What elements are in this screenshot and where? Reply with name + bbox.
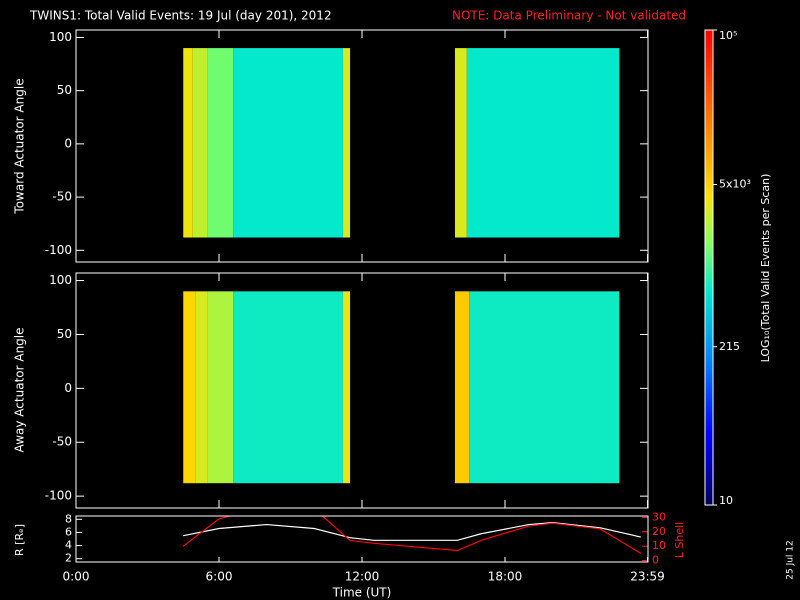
colorbar-tick-label: 10 <box>719 494 733 507</box>
colorbar <box>704 29 714 506</box>
colorbar-label: LOG₁₀(Total Valid Events per Scan) <box>759 174 772 363</box>
heat-cell <box>207 291 234 484</box>
y-tick-label: 0 <box>64 136 72 150</box>
colorbar-tick-label: 215 <box>719 340 740 353</box>
heat-cell <box>233 48 343 238</box>
x-tick-label: 12:00 <box>345 570 380 584</box>
y-tick-label: 0 <box>64 381 72 395</box>
y-tick-label: 100 <box>49 273 72 287</box>
axes-frame <box>75 515 649 563</box>
heat-cell <box>469 291 620 484</box>
y-tick-label: -100 <box>45 243 72 257</box>
heat-cell <box>342 48 351 238</box>
y2-tick-label: 0 <box>652 554 659 567</box>
heat-cell <box>342 291 351 484</box>
x-tick-label: 0:00 <box>63 570 90 584</box>
y-tick-label: 2 <box>65 552 72 565</box>
note: NOTE: Data Preliminary - Not validated <box>452 9 686 23</box>
y-tick-label: 100 <box>49 30 72 44</box>
x-tick-label: 23:59 <box>630 570 665 584</box>
y2-tick-label: 20 <box>652 525 666 538</box>
y-tick-label: 50 <box>57 83 72 97</box>
date-stamp: 25 Jul 12 <box>786 540 796 580</box>
heat-cell <box>207 48 234 238</box>
y2-tick-label: 30 <box>652 510 666 523</box>
y-tick-label: -50 <box>52 190 72 204</box>
y-tick-label: 8 <box>65 512 72 525</box>
heat-cell <box>192 48 208 238</box>
series-line <box>183 521 641 541</box>
heat-cell <box>183 291 196 484</box>
heat-cell <box>454 291 470 484</box>
y-axis-label: R [Rₑ] <box>13 524 26 556</box>
series-line <box>182 516 642 554</box>
colorbar-tick-label: 10⁵ <box>719 29 737 42</box>
x-tick-label: 6:00 <box>206 570 233 584</box>
y-tick-label: 6 <box>65 525 72 538</box>
y2-tick-label: 10 <box>652 539 666 552</box>
colorbar-tick-label: 5x10³ <box>719 177 751 190</box>
plot-area <box>182 516 642 554</box>
heat-cell <box>183 48 193 238</box>
y-tick-label: -50 <box>52 435 72 449</box>
heat-cell <box>233 291 343 484</box>
chart-title: TWINS1: Total Valid Events: 19 Jul (day … <box>29 9 332 23</box>
y-axis-label: Away Actuator Angle <box>13 327 27 452</box>
heat-cell <box>466 48 620 238</box>
heat-cell <box>195 291 208 484</box>
x-axis-label: Time (UT) <box>332 586 392 600</box>
y-axis-label: Toward Actuator Angle <box>13 78 27 214</box>
y2-axis-label: L Shell <box>673 522 686 558</box>
y-tick-label: 50 <box>57 327 72 341</box>
x-tick-label: 18:00 <box>488 570 523 584</box>
y-tick-label: 4 <box>65 539 72 552</box>
y-tick-label: -100 <box>45 489 72 503</box>
heat-cell <box>454 48 467 238</box>
